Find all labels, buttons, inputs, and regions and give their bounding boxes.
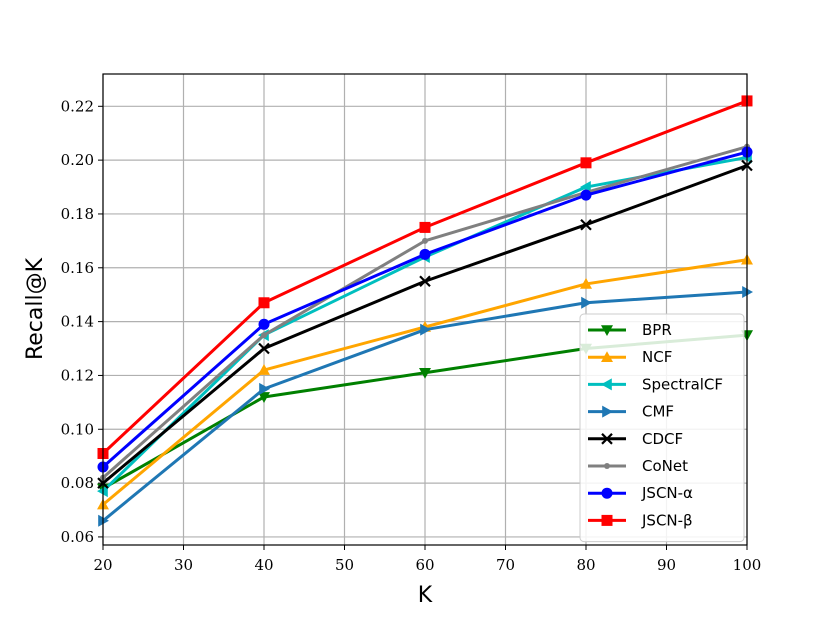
data-point-cmf	[259, 382, 270, 395]
y-tick-label: 0.08	[61, 474, 94, 492]
y-axis-ticks: 0.06 0.08 0.10 0.12 0.14 0.16 0.18 0.20 0.22	[61, 97, 103, 546]
legend-item-conet: CoNet	[588, 457, 688, 475]
y-tick-label: 0.14	[61, 313, 94, 331]
legend-box	[579, 313, 745, 543]
legend-label: CDCF	[642, 430, 683, 448]
data-point-conet	[261, 332, 267, 339]
data-point-jscn-	[580, 157, 592, 169]
legend-swatch-marker	[601, 325, 613, 336]
x-tick-label: 50	[335, 556, 354, 574]
legend-label: NCF	[642, 348, 672, 366]
y-tick-label: 0.06	[61, 528, 94, 546]
legend-label: CMF	[642, 403, 674, 421]
data-point-jscn-	[258, 318, 270, 330]
legend-swatch-marker	[601, 433, 613, 445]
data-point-cmf	[420, 323, 431, 336]
x-tick-label: 90	[657, 556, 676, 574]
x-tick-label: 70	[496, 556, 515, 574]
x-tick-label: 30	[174, 556, 193, 574]
x-tick-label: 40	[254, 556, 273, 574]
legend-swatch-marker	[601, 514, 613, 526]
data-point-ncf	[258, 364, 270, 375]
legend-label: BPR	[642, 321, 672, 339]
legend-swatch-marker	[601, 487, 613, 499]
legend-swatch-marker	[601, 378, 612, 391]
legend-item-jscn-: JSCN-α	[588, 484, 693, 502]
y-tick-label: 0.16	[61, 259, 94, 277]
data-point-jscn-	[419, 248, 431, 260]
series-cdcf	[97, 159, 753, 489]
x-tick-label: 20	[93, 556, 112, 574]
legend-label: SpectralCF	[642, 375, 723, 393]
data-point-cdcf	[419, 275, 431, 288]
legend-label: JSCN-α	[641, 484, 693, 502]
y-tick-label: 0.22	[61, 97, 94, 115]
data-point-jscn-	[580, 189, 592, 201]
legend-item-bpr: BPR	[588, 321, 672, 339]
data-point-cdcf	[258, 342, 270, 355]
legend-swatch-marker	[601, 351, 613, 362]
legend-item-jscn-: JSCN-β	[588, 511, 693, 529]
legend-swatch-marker	[604, 463, 610, 469]
legend-label: CoNet	[642, 457, 688, 475]
data-point-jscn-	[258, 297, 270, 309]
data-point-cmf	[581, 296, 592, 309]
data-point-jscn-	[419, 221, 431, 233]
legend-item-cmf: CMF	[588, 403, 674, 421]
data-point-bpr	[419, 367, 431, 379]
data-point-ncf	[580, 277, 592, 289]
y-tick-label: 0.10	[61, 420, 94, 438]
y-tick-label: 0.20	[61, 151, 94, 169]
legend-item-cdcf: CDCF	[588, 430, 683, 448]
y-axis-title: Recall@K	[23, 257, 48, 360]
y-tick-label: 0.12	[61, 366, 94, 384]
legend-label: JSCN-β	[641, 511, 693, 529]
data-point-bpr	[258, 392, 270, 403]
x-tick-label: 80	[576, 556, 595, 574]
legend-swatch-marker	[602, 405, 613, 418]
y-tick-label: 0.18	[61, 205, 94, 223]
x-axis-ticks: 20 30 40 50 60 70 80 90 100	[93, 545, 761, 574]
legend-item-spectralcf: SpectralCF	[588, 375, 723, 393]
x-axis-title: K	[418, 583, 433, 608]
legend: BPR NCF SpectralCF CMF CDCF CoNet JSCN-α JSCN-β	[579, 313, 745, 543]
legend-item-ncf: NCF	[588, 348, 672, 366]
data-point-cdcf	[580, 218, 592, 231]
x-tick-label: 100	[733, 556, 762, 574]
data-point-conet	[422, 237, 428, 244]
x-tick-label: 60	[415, 556, 434, 574]
